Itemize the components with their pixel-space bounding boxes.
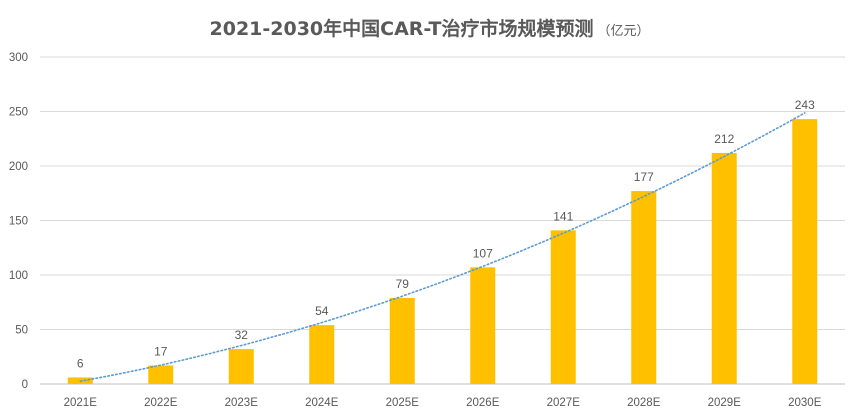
- bar: [470, 267, 496, 384]
- x-tick-label: 2021E: [64, 397, 98, 409]
- bars: [67, 119, 818, 384]
- trendline-group: [79, 112, 806, 382]
- y-tick-label: 0: [22, 379, 28, 391]
- bar: [228, 349, 254, 384]
- chart-unit-text: （亿元）: [597, 24, 650, 39]
- x-tick-label: 2029E: [708, 397, 742, 409]
- trendline: [79, 112, 806, 382]
- x-tick-label: 2030E: [788, 397, 822, 409]
- data-label: 141: [553, 209, 573, 223]
- data-label: 107: [473, 246, 493, 260]
- x-tick-label: 2024E: [305, 397, 339, 409]
- data-label: 6: [77, 356, 84, 370]
- data-label: 17: [154, 344, 168, 358]
- y-axis: 0 50 100 150 200 250 300: [9, 52, 28, 391]
- data-labels: 6 17 32 54 79 107 141 177 212 243: [77, 98, 815, 370]
- data-label: 212: [714, 132, 734, 146]
- data-label: 54: [315, 304, 329, 318]
- x-tick-label: 2022E: [144, 397, 178, 409]
- bar: [309, 325, 335, 384]
- data-label: 177: [634, 170, 654, 184]
- gridlines: [40, 56, 845, 385]
- bar: [148, 365, 174, 384]
- x-tick-label: 2025E: [386, 397, 420, 409]
- y-tick-label: 200: [9, 161, 28, 173]
- y-tick-label: 250: [9, 107, 28, 119]
- data-label: 79: [396, 277, 410, 291]
- bar: [389, 297, 415, 384]
- data-label: 243: [795, 98, 815, 112]
- chart-title-text: 2021-2030年中国CAR-T治疗市场规模预测: [209, 18, 594, 40]
- bar: [550, 230, 576, 384]
- bar: [631, 191, 657, 384]
- x-tick-label: 2027E: [547, 397, 581, 409]
- bar: [792, 119, 818, 384]
- y-tick-label: 100: [9, 270, 28, 282]
- x-tick-label: 2023E: [225, 397, 259, 409]
- y-tick-label: 150: [9, 216, 28, 228]
- data-label: 32: [235, 328, 249, 342]
- x-tick-label: 2026E: [466, 397, 500, 409]
- bar: [711, 152, 737, 384]
- y-tick-label: 50: [15, 325, 28, 337]
- y-tick-label: 300: [9, 52, 28, 64]
- x-tick-label: 2028E: [627, 397, 661, 409]
- chart-title: 2021-2030年中国CAR-T治疗市场规模预测 （亿元）: [0, 14, 859, 41]
- x-axis: 2021E 2022E 2023E 2024E 2025E 2026E 2027E 2028E…: [64, 397, 822, 409]
